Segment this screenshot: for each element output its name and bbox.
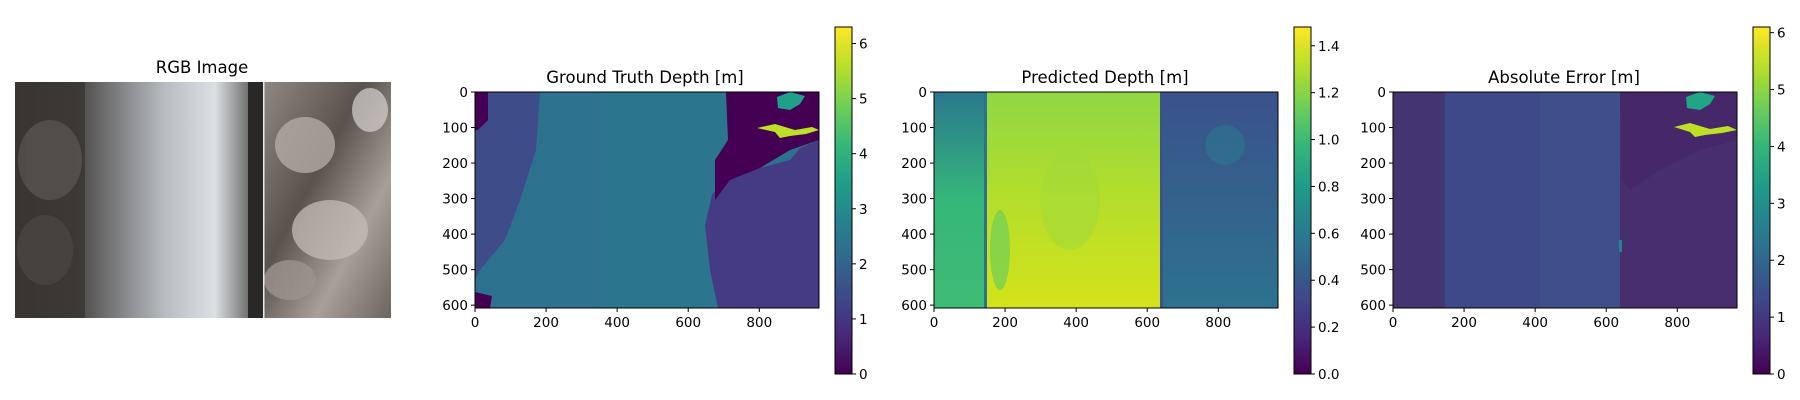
gt-xtick-label: 600 <box>675 315 701 331</box>
gt-cbar-tick-label: 5 <box>859 92 868 108</box>
gt-ytick-label: 400 <box>442 227 468 243</box>
err-xtick-label: 400 <box>1522 315 1548 331</box>
err-fish-2 <box>1674 123 1737 137</box>
pred-cbar-tick-label: 0.8 <box>1318 179 1339 195</box>
pred-cbar-tick-label: 0.4 <box>1318 273 1339 289</box>
pred-ytick-label: 600 <box>901 298 927 314</box>
err-colorbar-ticks: 0 1 2 3 4 5 6 <box>1770 26 1786 383</box>
gt-xtick-label: 400 <box>604 315 630 331</box>
gt-colorbar <box>834 26 853 375</box>
err-ytick-label: 100 <box>1360 121 1386 137</box>
pred-ytick-label: 200 <box>901 156 927 172</box>
pred-xtick-label: 400 <box>1063 315 1089 331</box>
gt-cbar-tick-label: 3 <box>859 202 868 218</box>
pred-panel: Predicted Depth [m] 0 200 400 600 800 0 100 20… <box>901 26 1339 383</box>
err-xtick-label: 600 <box>1593 315 1619 331</box>
err-ytick-label: 0 <box>1377 85 1386 101</box>
gt-ytick-label: 300 <box>442 192 468 208</box>
err-cbar-tick-label: 5 <box>1777 83 1786 99</box>
pred-ytick-label: 500 <box>901 263 927 279</box>
pred-cbar-tick-label: 0.6 <box>1318 226 1339 242</box>
pred-cbar-tick-label: 0.2 <box>1318 320 1339 336</box>
err-panel: Absolute Error [m] 0 200 400 600 800 0100200… <box>1360 26 1785 383</box>
pred-heatmap <box>934 92 1278 308</box>
err-xtick-label: 200 <box>1451 315 1477 331</box>
pred-xtick-label: 600 <box>1134 315 1160 331</box>
gt-cbar-tick-label: 2 <box>859 257 868 273</box>
pred-xtick-label: 0 <box>930 315 939 331</box>
err-xtick-label: 800 <box>1664 315 1690 331</box>
err-title: Absolute Error [m] <box>1488 68 1640 87</box>
err-fish-1 <box>1686 92 1715 110</box>
pred-cbar-tick-label: 0.0 <box>1318 367 1339 383</box>
gt-ytick-label: 200 <box>442 156 468 172</box>
err-x-axis: 0 200 400 600 800 <box>1389 308 1690 331</box>
err-heatmap <box>1393 92 1737 308</box>
gt-xtick-label: 200 <box>533 315 559 331</box>
gt-heatmap <box>475 92 819 308</box>
gt-x-axis: 0 200 400 600 800 <box>471 308 772 331</box>
pred-colorbar <box>1293 26 1312 375</box>
err-cbar-tick-label: 2 <box>1777 253 1786 269</box>
rgb-image <box>15 82 391 318</box>
gt-y-axis: 0 100 200 300 400 500 600 <box>442 85 475 314</box>
err-ytick-label: 600 <box>1360 298 1386 314</box>
err-xtick-label: 0 <box>1389 315 1398 331</box>
gt-ytick-label: 600 <box>442 298 468 314</box>
err-cbar-tick-label: 0 <box>1777 367 1786 383</box>
pred-x-axis: 0 200 400 600 800 <box>930 308 1231 331</box>
err-ytick-label: 500 <box>1360 263 1386 279</box>
pred-ytick-label: 300 <box>901 192 927 208</box>
pred-cbar-tick-label: 1.0 <box>1318 133 1339 149</box>
err-ytick-label: 200 <box>1360 156 1386 172</box>
pred-title: Predicted Depth [m] <box>1021 68 1188 87</box>
rgb-panel: RGB Image <box>15 58 391 318</box>
pred-xtick-label: 200 <box>992 315 1018 331</box>
err-colorbar <box>1752 26 1771 375</box>
pred-ytick-label: 100 <box>901 121 927 137</box>
pred-xtick-label: 800 <box>1205 315 1231 331</box>
err-cbar-tick-label: 4 <box>1777 139 1786 155</box>
gt-title: Ground Truth Depth [m] <box>546 68 743 87</box>
gt-ytick-label: 0 <box>459 85 468 101</box>
err-cbar-tick-label: 1 <box>1777 310 1786 326</box>
gt-ytick-label: 100 <box>442 121 468 137</box>
gt-colorbar-ticks: 0 1 2 3 4 5 6 <box>852 37 868 383</box>
err-cbar-tick-label: 6 <box>1777 26 1786 42</box>
pred-cbar-tick-label: 1.2 <box>1318 86 1339 102</box>
gt-cbar-tick-label: 1 <box>859 312 868 328</box>
gt-fish-2 <box>757 124 819 138</box>
pred-y-axis: 0 100 200 300 400 500 600 <box>901 85 934 314</box>
rgb-title: RGB Image <box>156 58 249 77</box>
pred-colorbar-ticks: 0.0 0.2 0.4 0.6 0.8 1.0 1.2 1.4 <box>1311 39 1339 383</box>
pred-ytick-label: 0 <box>918 85 927 101</box>
err-ytick-label: 300 <box>1360 192 1386 208</box>
err-ytick-label: 400 <box>1360 227 1386 243</box>
err-y-axis: 0 100 200 300 400 500 600 <box>1360 85 1393 314</box>
gt-cbar-tick-label: 6 <box>859 37 868 53</box>
pred-cbar-tick-label: 1.4 <box>1318 39 1339 55</box>
gt-fish-1 <box>777 92 805 110</box>
gt-ytick-label: 500 <box>442 263 468 279</box>
gt-panel: Ground Truth Depth [m] 0 200 400 600 800 010… <box>442 26 868 383</box>
pred-ytick-label: 400 <box>901 227 927 243</box>
gt-cbar-tick-label: 0 <box>859 367 868 383</box>
gt-xtick-label: 800 <box>746 315 772 331</box>
err-cbar-tick-label: 3 <box>1777 196 1786 212</box>
gt-xtick-label: 0 <box>471 315 480 331</box>
gt-cbar-tick-label: 4 <box>859 147 868 163</box>
